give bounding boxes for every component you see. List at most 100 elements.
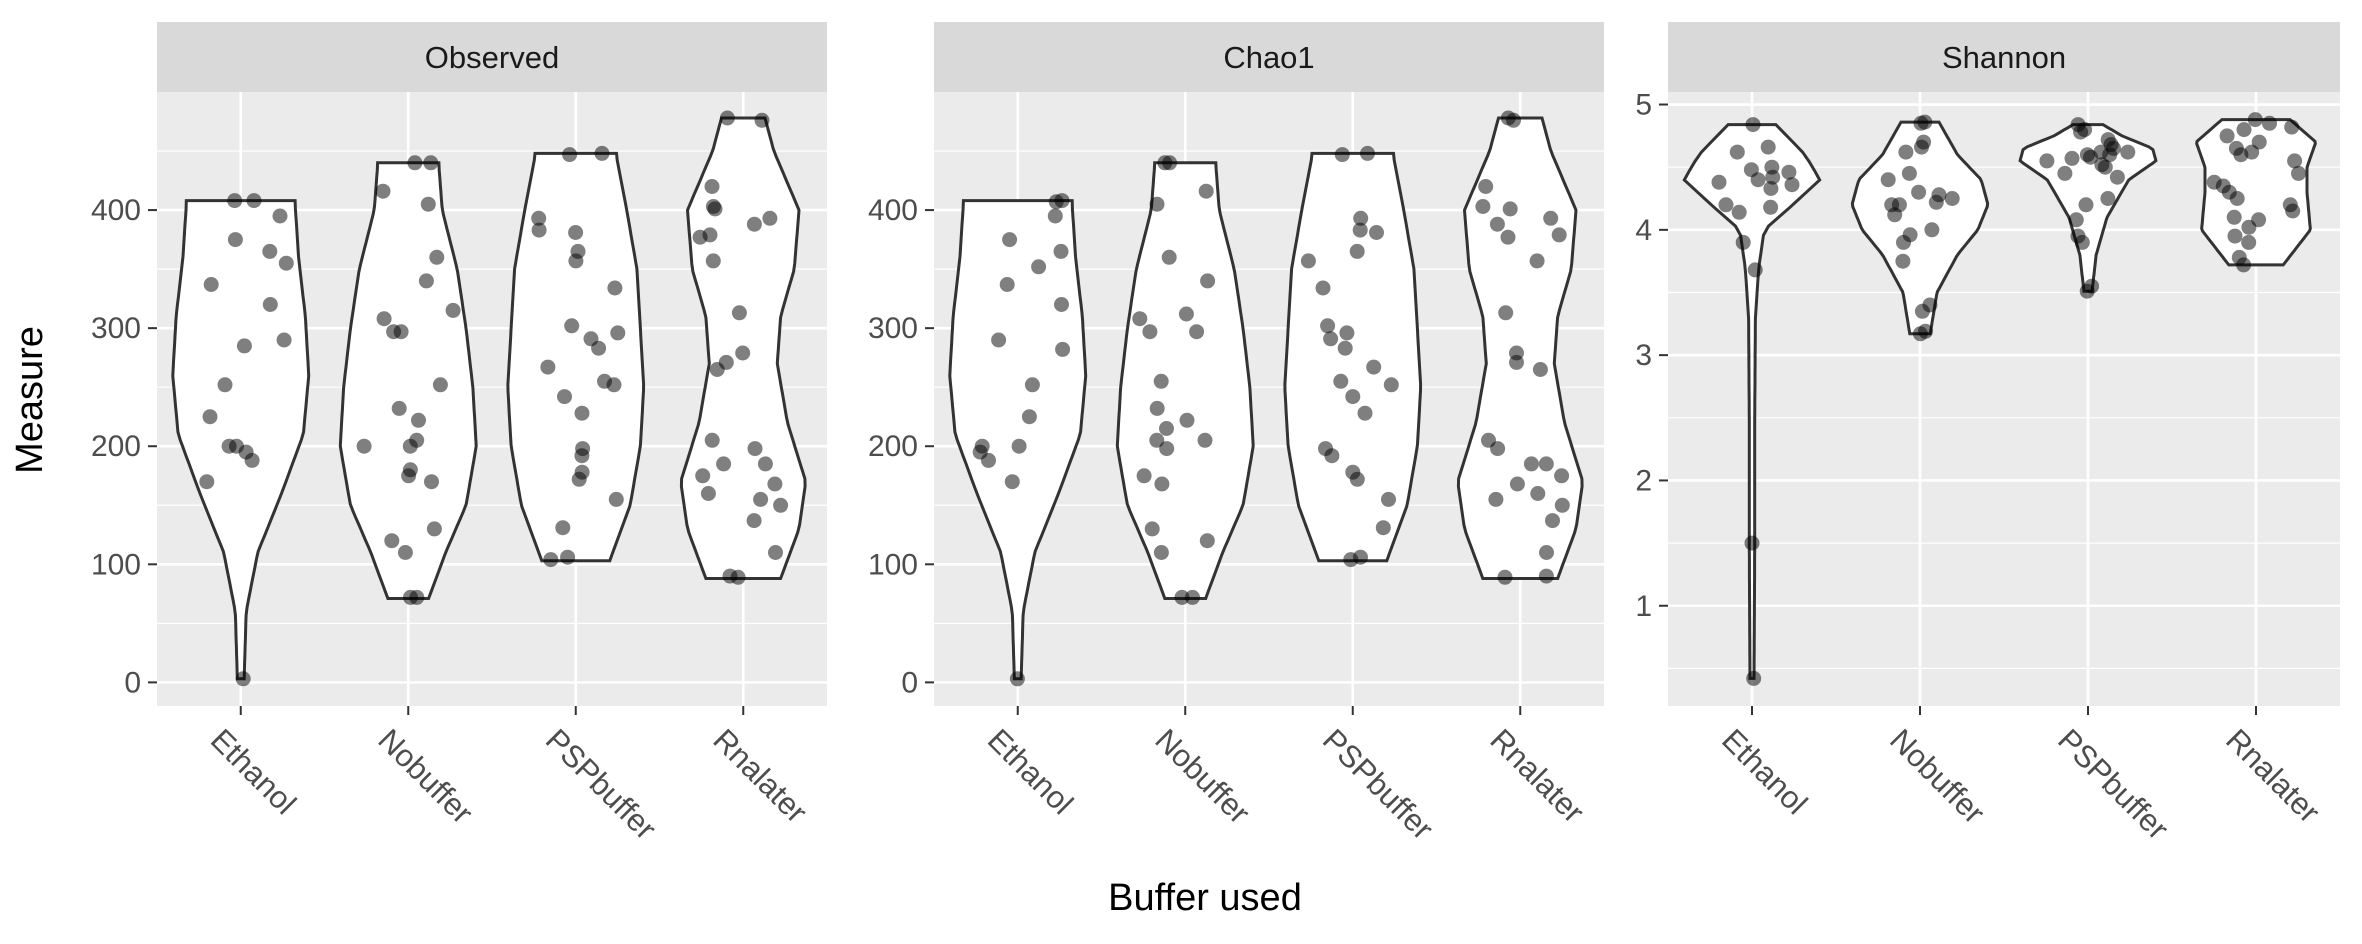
data-point bbox=[1002, 232, 1018, 248]
data-point bbox=[2284, 119, 2300, 135]
data-point bbox=[1142, 324, 1158, 340]
data-point bbox=[1154, 476, 1170, 492]
data-point bbox=[1174, 589, 1190, 605]
data-point bbox=[762, 210, 778, 226]
data-point bbox=[1318, 441, 1333, 457]
data-point bbox=[227, 193, 243, 209]
data-point bbox=[1047, 208, 1063, 224]
data-point bbox=[562, 147, 578, 163]
data-point bbox=[1144, 521, 1160, 537]
data-point bbox=[397, 545, 413, 560]
data-point bbox=[1763, 199, 1779, 215]
data-point bbox=[1159, 421, 1174, 436]
data-point bbox=[974, 438, 990, 454]
data-point bbox=[393, 324, 409, 340]
data-point bbox=[1149, 432, 1165, 448]
data-point bbox=[702, 227, 718, 243]
data-point bbox=[217, 377, 233, 393]
data-point bbox=[1339, 325, 1355, 341]
data-point bbox=[1545, 513, 1560, 529]
violin-pspbuffer bbox=[1283, 151, 1423, 563]
facet-strip bbox=[934, 22, 1604, 92]
data-point bbox=[2291, 165, 2306, 181]
data-point bbox=[757, 456, 773, 472]
data-point bbox=[375, 183, 391, 199]
data-point bbox=[1315, 280, 1331, 296]
data-point bbox=[246, 193, 262, 209]
data-point bbox=[391, 400, 407, 416]
data-point bbox=[1337, 340, 1353, 356]
data-point bbox=[1554, 497, 1570, 513]
y-tick-label: 0 bbox=[124, 666, 141, 699]
y-tick-label: 400 bbox=[868, 194, 918, 227]
data-point bbox=[2241, 234, 2257, 250]
data-point bbox=[704, 432, 720, 448]
data-point bbox=[1021, 409, 1037, 425]
data-point bbox=[610, 325, 626, 341]
data-point bbox=[1369, 225, 1384, 240]
data-point bbox=[568, 225, 584, 240]
data-point bbox=[1924, 222, 1940, 238]
data-point bbox=[203, 277, 219, 292]
data-point bbox=[1054, 297, 1069, 312]
data-point bbox=[1539, 545, 1554, 560]
data-point bbox=[202, 409, 218, 425]
data-point bbox=[1731, 204, 1747, 220]
data-point bbox=[754, 112, 770, 128]
data-point bbox=[2226, 209, 2242, 225]
data-point bbox=[1532, 362, 1548, 377]
data-point bbox=[1784, 177, 1800, 193]
data-point bbox=[2227, 228, 2243, 244]
data-point bbox=[1323, 331, 1339, 347]
data-point bbox=[531, 222, 547, 238]
data-point bbox=[1500, 110, 1516, 126]
data-point bbox=[1159, 441, 1175, 457]
data-point bbox=[608, 491, 624, 507]
data-point bbox=[747, 441, 763, 457]
data-point bbox=[768, 545, 783, 560]
data-point bbox=[719, 110, 735, 126]
data-point bbox=[1199, 533, 1215, 549]
data-point bbox=[1489, 216, 1505, 232]
data-point bbox=[1360, 145, 1375, 161]
data-point bbox=[746, 216, 762, 232]
data-point bbox=[1729, 144, 1745, 160]
data-point bbox=[1481, 432, 1496, 448]
data-point bbox=[1488, 491, 1504, 507]
data-point bbox=[753, 491, 769, 507]
data-point bbox=[1898, 144, 1914, 160]
data-point bbox=[1179, 412, 1195, 428]
data-point bbox=[445, 302, 461, 318]
data-point bbox=[356, 438, 372, 454]
data-point bbox=[1760, 139, 1776, 155]
data-point bbox=[1538, 456, 1554, 472]
data-point bbox=[767, 476, 783, 492]
data-point bbox=[1478, 179, 1494, 194]
data-point bbox=[2282, 197, 2298, 213]
data-point bbox=[402, 462, 418, 478]
data-point bbox=[418, 273, 434, 289]
data-point bbox=[722, 568, 738, 584]
data-point bbox=[1509, 345, 1524, 361]
data-point bbox=[2231, 249, 2247, 265]
facet-strip-label: Observed bbox=[425, 40, 559, 75]
y-axis-title: Measure bbox=[9, 326, 51, 474]
data-point bbox=[199, 474, 215, 490]
data-point bbox=[1764, 159, 1780, 175]
facet-strip bbox=[1668, 22, 2340, 92]
data-point bbox=[2206, 174, 2222, 190]
data-point bbox=[583, 331, 599, 347]
data-point bbox=[574, 464, 590, 480]
data-point bbox=[2100, 132, 2116, 148]
data-point bbox=[1530, 486, 1546, 501]
data-point bbox=[432, 377, 448, 393]
data-point bbox=[1745, 117, 1761, 133]
data-point bbox=[1744, 535, 1760, 551]
data-point bbox=[262, 297, 278, 312]
data-point bbox=[705, 199, 721, 214]
data-point bbox=[716, 456, 732, 472]
data-point bbox=[376, 311, 392, 327]
data-point bbox=[2039, 153, 2055, 169]
data-point bbox=[236, 338, 252, 354]
